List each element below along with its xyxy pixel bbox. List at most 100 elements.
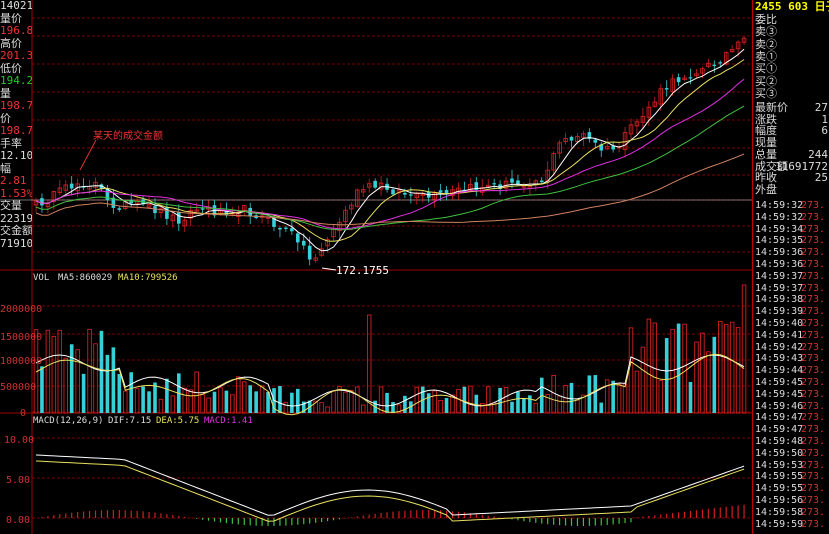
candle-body xyxy=(57,187,63,193)
volume-bar xyxy=(516,391,520,413)
tick-price: 273. xyxy=(801,270,826,282)
quote-stat-label: 现量 xyxy=(755,136,777,150)
candle-body xyxy=(301,240,306,246)
tick-time: 14:59:37 xyxy=(755,282,804,294)
tick-price: 273. xyxy=(801,259,826,270)
volume-bar xyxy=(165,378,169,413)
volume-bar xyxy=(575,399,580,414)
tick-time: 14:59:39 xyxy=(755,306,804,318)
candle-body xyxy=(81,186,86,188)
tick-price: 273. xyxy=(801,318,826,329)
volume-bar xyxy=(735,326,741,414)
candle-body xyxy=(343,209,348,223)
candle-body xyxy=(438,190,443,193)
order-book-row: 卖② xyxy=(755,37,777,51)
tick-time: 14:59:55 xyxy=(755,483,804,495)
order-book-row: 买① xyxy=(755,62,777,76)
kline-chart[interactable] xyxy=(0,0,752,534)
volume-bar xyxy=(212,391,217,413)
volume-bar xyxy=(141,386,145,413)
candle-body xyxy=(516,180,520,185)
tick-price: 273. xyxy=(801,436,826,447)
low-marker-arrow xyxy=(321,267,337,271)
candle-body xyxy=(355,189,360,207)
tick-time: 14:59:50 xyxy=(755,447,804,459)
left-info-row: 198.79 xyxy=(0,124,32,137)
volume-bar xyxy=(712,336,717,413)
volume-bar xyxy=(259,385,265,414)
candle-body xyxy=(105,188,110,201)
tick-price: 273. xyxy=(801,306,826,318)
candle-body xyxy=(575,136,580,143)
candle-body xyxy=(688,77,693,79)
tick-time: 14:59:34 xyxy=(755,223,804,235)
candle-body xyxy=(349,204,354,210)
left-info-row: 低价 xyxy=(0,61,22,75)
candle-body xyxy=(177,212,181,224)
ma10-line xyxy=(35,59,745,242)
candle-body xyxy=(539,180,544,183)
quote-stat-value: 1 xyxy=(821,112,828,126)
volume-bar xyxy=(706,351,711,414)
volume-bar xyxy=(718,320,723,414)
volume-bar xyxy=(688,381,693,413)
volume-bar xyxy=(670,328,675,414)
volume-bar xyxy=(361,404,366,414)
candle-body xyxy=(474,182,479,191)
tick-price: 273. xyxy=(801,412,826,424)
candle-body xyxy=(723,52,729,65)
tick-price: 273. xyxy=(801,388,826,400)
candle-body xyxy=(741,37,747,43)
volume-bar xyxy=(432,390,437,414)
candle-body xyxy=(361,189,366,193)
tick-time: 14:59:46 xyxy=(755,400,804,412)
tick-price: 273. xyxy=(801,329,826,341)
left-info-row: 1.53% xyxy=(0,186,32,200)
candle-body xyxy=(611,145,615,150)
tick-price: 273. xyxy=(801,518,826,530)
volume-bar xyxy=(391,402,395,413)
tick-price: 273. xyxy=(801,211,826,223)
volume-bar xyxy=(385,392,389,413)
volume-bar xyxy=(438,399,443,414)
volume-bar xyxy=(403,395,407,413)
quote-stat-value: 27 xyxy=(814,101,828,114)
left-info-row: 196.87 xyxy=(0,24,32,37)
tick-time: 14:59:48 xyxy=(755,436,804,447)
volume-bar xyxy=(723,323,729,414)
volume-bar xyxy=(99,330,104,413)
candle-body xyxy=(563,137,568,143)
volume-bar xyxy=(462,386,467,413)
tick-time: 14:59:36 xyxy=(755,259,804,270)
order-book-row: 买② xyxy=(755,74,777,88)
tick-price: 273. xyxy=(801,341,826,353)
candle-body xyxy=(581,133,586,138)
quote-stat-value: 244 xyxy=(808,147,828,161)
candle-body xyxy=(373,180,377,188)
volume-bar xyxy=(224,390,229,413)
tick-time: 14:59:32 xyxy=(755,200,804,211)
candle-body xyxy=(658,88,664,105)
macd-dif-label: DIF:7.15 xyxy=(108,416,152,426)
candle-body xyxy=(569,136,574,141)
quote-stat-value: 6 xyxy=(821,124,828,138)
volume-bar xyxy=(366,314,372,414)
volume-bar xyxy=(87,328,92,414)
volume-bar xyxy=(266,391,270,413)
volume-bar xyxy=(45,329,51,414)
candle-body xyxy=(444,189,449,194)
tick-time: 14:59:35 xyxy=(755,235,804,247)
volume-bar xyxy=(378,386,384,414)
quote-stat-label: 涨跌 xyxy=(755,112,777,126)
vol-axis-label: 2000000 xyxy=(0,304,43,315)
volume-bar xyxy=(93,343,98,414)
left-info-row: 量 xyxy=(0,86,11,100)
candle-body xyxy=(718,62,723,64)
tick-time: 14:59:45 xyxy=(755,377,804,388)
tick-price: 273. xyxy=(801,200,826,211)
candle-body xyxy=(272,217,276,227)
macd-value-label: MACD:1.41 xyxy=(204,416,253,426)
tick-price: 273. xyxy=(801,471,826,483)
candle-body xyxy=(129,199,133,204)
order-book-row: 卖① xyxy=(755,49,777,63)
